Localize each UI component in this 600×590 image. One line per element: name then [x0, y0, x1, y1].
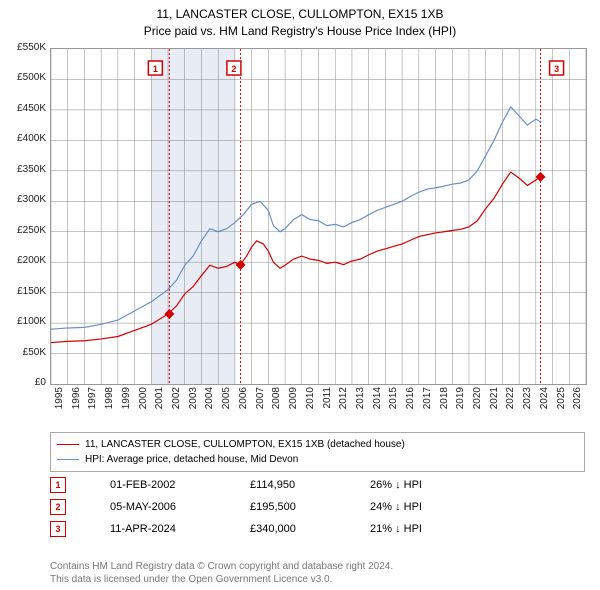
sale-date: 05-MAY-2006 — [110, 501, 250, 513]
x-tick-label: 2005 — [221, 387, 232, 415]
y-tick-label: £350K — [6, 164, 46, 175]
chart-svg: 1 2 3 — [51, 49, 586, 384]
x-tick-label: 2010 — [305, 387, 316, 415]
sale-marker-icon: 2 — [50, 499, 66, 515]
x-tick-label: 2019 — [455, 387, 466, 415]
y-tick-label: £450K — [6, 103, 46, 114]
x-tick-label: 2009 — [288, 387, 299, 415]
x-tick-label: 2021 — [489, 387, 500, 415]
x-tick-label: 2017 — [422, 387, 433, 415]
x-tick-label: 2023 — [522, 387, 533, 415]
y-tick-label: £250K — [6, 225, 46, 236]
x-tick-label: 1997 — [87, 387, 98, 415]
x-tick-label: 2015 — [388, 387, 399, 415]
y-tick-label: £550K — [6, 42, 46, 53]
x-tick-label: 2013 — [355, 387, 366, 415]
legend-label: 11, LANCASTER CLOSE, CULLOMPTON, EX15 1X… — [85, 437, 405, 452]
x-tick-label: 2011 — [322, 387, 333, 415]
plot-area: 1 2 3 — [50, 48, 587, 385]
sale-marker-icon: 1 — [50, 477, 66, 493]
sale-delta: 24% ↓ HPI — [370, 501, 490, 513]
sale-price: £340,000 — [250, 523, 370, 535]
y-tick-label: £200K — [6, 255, 46, 266]
x-tick-label: 2012 — [338, 387, 349, 415]
x-tick-label: 2006 — [238, 387, 249, 415]
x-tick-label: 2026 — [572, 387, 583, 415]
x-tick-label: 2016 — [405, 387, 416, 415]
svg-text:3: 3 — [554, 64, 559, 74]
legend-swatch — [57, 444, 79, 445]
svg-text:1: 1 — [153, 64, 158, 74]
chart-container: 11, LANCASTER CLOSE, CULLOMPTON, EX15 1X… — [0, 0, 600, 590]
attribution-line1: Contains HM Land Registry data © Crown c… — [50, 560, 393, 573]
sale-date: 11-APR-2024 — [110, 523, 250, 535]
x-tick-label: 2024 — [539, 387, 550, 415]
y-tick-label: £0 — [6, 377, 46, 388]
sale-delta: 26% ↓ HPI — [370, 479, 490, 491]
x-tick-label: 2001 — [154, 387, 165, 415]
legend-item: HPI: Average price, detached house, Mid … — [57, 452, 578, 467]
x-tick-label: 2008 — [271, 387, 282, 415]
x-tick-label: 2014 — [372, 387, 383, 415]
svg-text:2: 2 — [231, 64, 236, 74]
x-tick-label: 2020 — [472, 387, 483, 415]
y-tick-label: £50K — [6, 347, 46, 358]
x-tick-label: 2022 — [505, 387, 516, 415]
x-tick-label: 2025 — [556, 387, 567, 415]
sales-table: 1 01-FEB-2002£114,95026% ↓ HPI 2 05-MAY-200… — [50, 474, 585, 540]
sale-price: £114,950 — [250, 479, 370, 491]
sale-marker-icon: 3 — [50, 521, 66, 537]
legend-label: HPI: Average price, detached house, Mid … — [85, 452, 298, 467]
y-tick-label: £500K — [6, 72, 46, 83]
x-tick-label: 2007 — [255, 387, 266, 415]
legend-item: 11, LANCASTER CLOSE, CULLOMPTON, EX15 1X… — [57, 437, 578, 452]
x-tick-label: 2002 — [171, 387, 182, 415]
attribution-line2: This data is licensed under the Open Gov… — [50, 573, 393, 586]
x-tick-label: 2018 — [439, 387, 450, 415]
x-tick-label: 1996 — [71, 387, 82, 415]
y-tick-label: £300K — [6, 194, 46, 205]
y-tick-label: £150K — [6, 286, 46, 297]
sale-row: 2 05-MAY-2006£195,50024% ↓ HPI — [50, 496, 585, 518]
sale-price: £195,500 — [250, 501, 370, 513]
sale-date: 01-FEB-2002 — [110, 479, 250, 491]
x-tick-label: 1998 — [104, 387, 115, 415]
sale-row: 1 01-FEB-2002£114,95026% ↓ HPI — [50, 474, 585, 496]
y-tick-label: £400K — [6, 133, 46, 144]
x-tick-label: 2004 — [204, 387, 215, 415]
sale-delta: 21% ↓ HPI — [370, 523, 490, 535]
sale-row: 3 11-APR-2024£340,00021% ↓ HPI — [50, 518, 585, 540]
title-subtitle: Price paid vs. HM Land Registry's House … — [0, 23, 600, 40]
legend-swatch — [57, 459, 79, 460]
y-tick-label: £100K — [6, 316, 46, 327]
legend: 11, LANCASTER CLOSE, CULLOMPTON, EX15 1X… — [50, 432, 585, 472]
attribution: Contains HM Land Registry data © Crown c… — [50, 560, 393, 586]
x-tick-label: 1995 — [54, 387, 65, 415]
x-tick-label: 2003 — [188, 387, 199, 415]
title-address: 11, LANCASTER CLOSE, CULLOMPTON, EX15 1X… — [0, 6, 600, 23]
x-tick-label: 1999 — [121, 387, 132, 415]
chart-title: 11, LANCASTER CLOSE, CULLOMPTON, EX15 1X… — [0, 0, 600, 40]
x-tick-label: 2000 — [138, 387, 149, 415]
